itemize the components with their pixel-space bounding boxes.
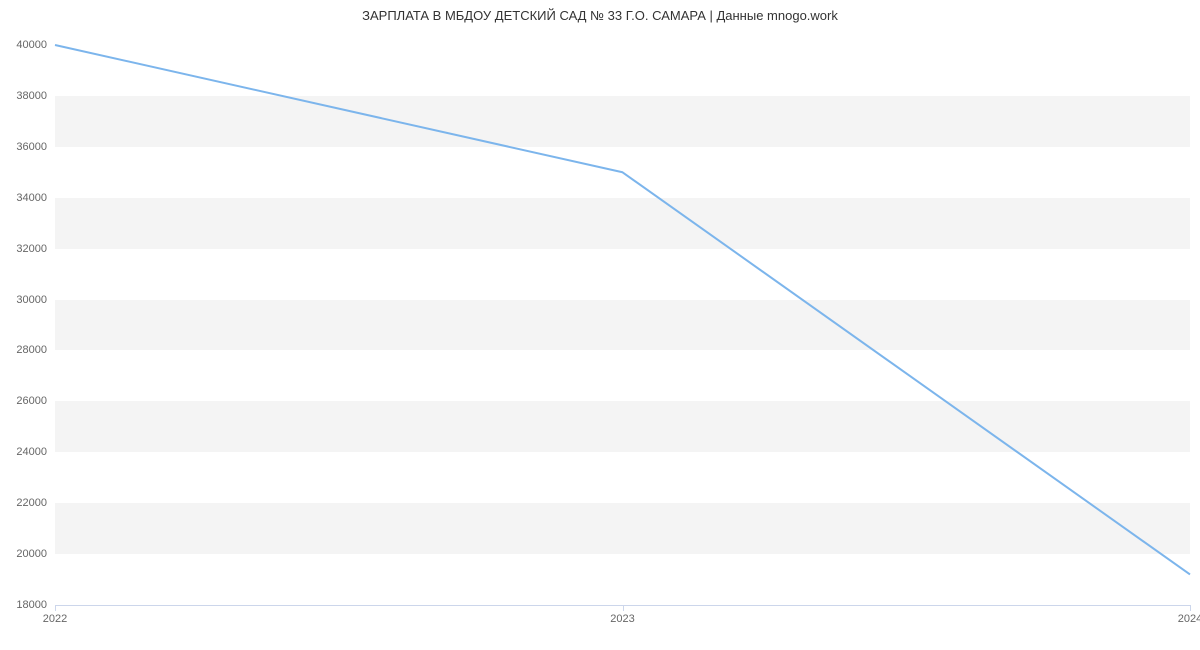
y-tick-label: 40000 (16, 39, 47, 51)
y-tick-label: 22000 (16, 497, 47, 509)
x-tick-mark (55, 605, 56, 611)
y-tick-label: 38000 (16, 90, 47, 102)
y-tick-label: 26000 (16, 395, 47, 407)
y-tick-label: 20000 (16, 548, 47, 560)
x-tick-label: 2024 (1178, 613, 1200, 625)
x-tick-mark (623, 605, 624, 611)
x-tick-mark (1190, 605, 1191, 611)
plot-area: 1800020000220002400026000280003000032000… (55, 45, 1190, 605)
x-tick-label: 2022 (43, 613, 67, 625)
y-tick-label: 30000 (16, 294, 47, 306)
series-line-salary (55, 45, 1190, 574)
y-tick-label: 32000 (16, 243, 47, 255)
salary-line-chart: ЗАРПЛАТА В МБДОУ ДЕТСКИЙ САД № 33 Г.О. С… (0, 0, 1200, 650)
chart-title: ЗАРПЛАТА В МБДОУ ДЕТСКИЙ САД № 33 Г.О. С… (0, 8, 1200, 23)
x-tick-label: 2023 (610, 613, 634, 625)
y-tick-label: 28000 (16, 344, 47, 356)
line-layer (55, 45, 1190, 605)
y-tick-label: 24000 (16, 446, 47, 458)
y-tick-label: 34000 (16, 192, 47, 204)
y-tick-label: 18000 (16, 599, 47, 611)
y-tick-label: 36000 (16, 141, 47, 153)
